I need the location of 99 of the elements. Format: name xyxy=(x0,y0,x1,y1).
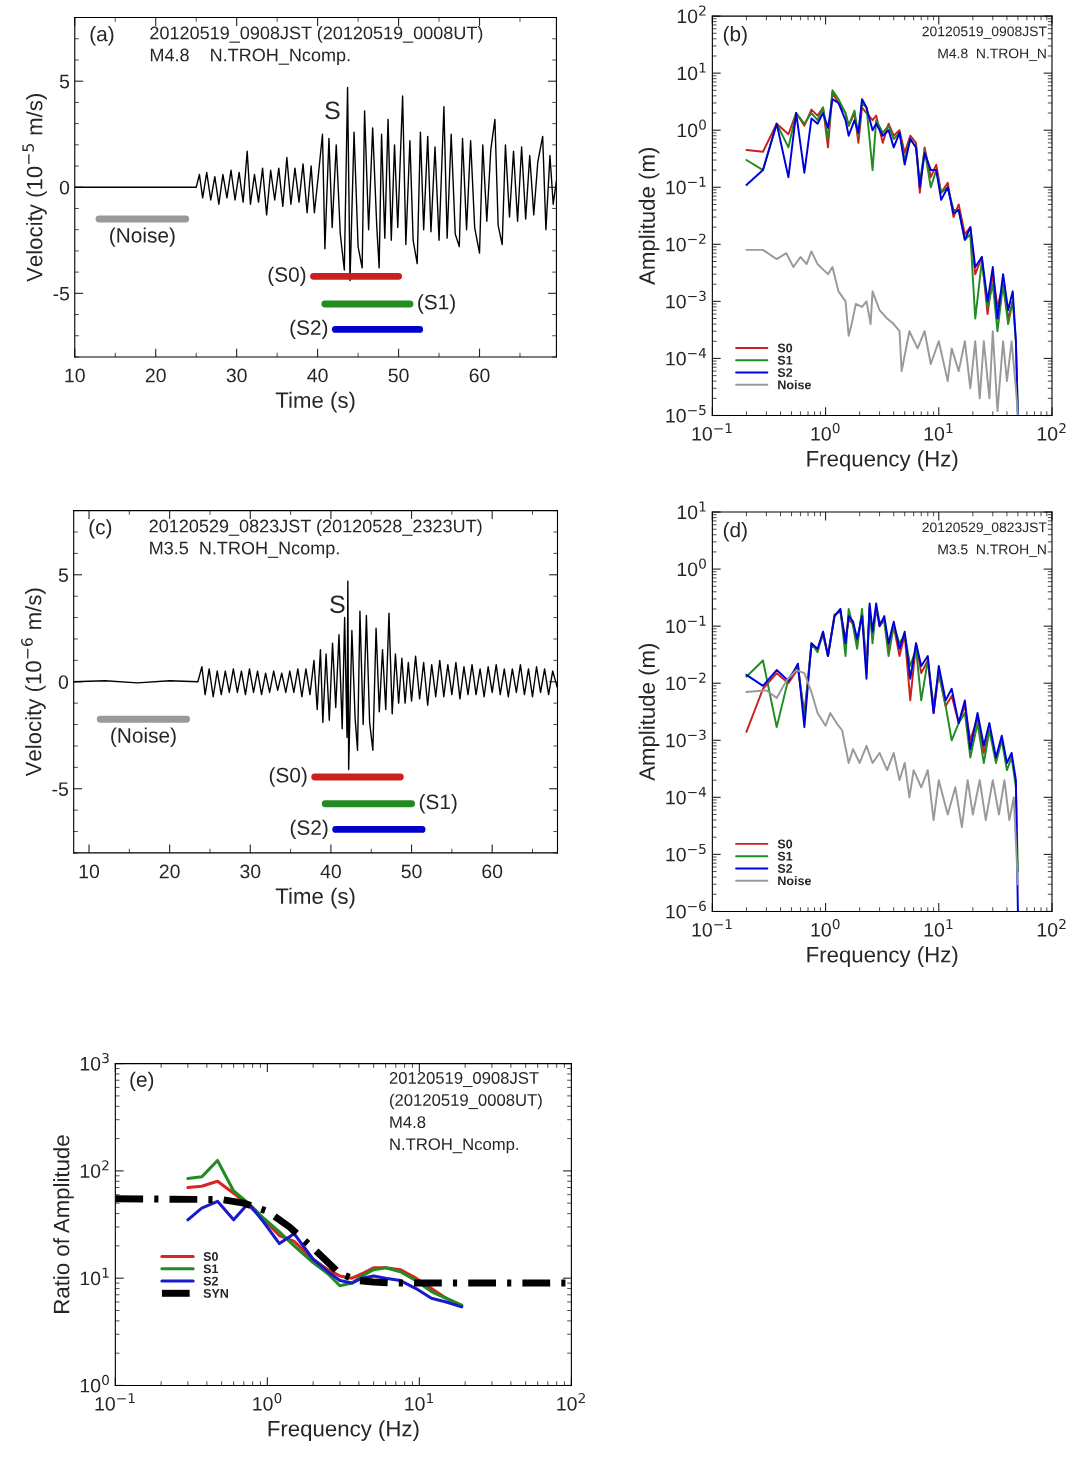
x-tick-label: 10$^{−1}$ xyxy=(692,919,732,937)
annotation: (20120519_0008UT) xyxy=(390,1093,542,1110)
y-tick-label: 10$^{−2}$ xyxy=(666,233,706,252)
x-tick-label: 60 xyxy=(469,368,490,383)
legend-label: S1 xyxy=(777,851,793,861)
x-tick-label: 10$^{1}$ xyxy=(405,1393,434,1411)
x-tick-label: 10$^{2}$ xyxy=(1037,423,1066,441)
y-tick-label: 10$^{3}$ xyxy=(80,1052,109,1071)
y-tick-label: 5 xyxy=(58,568,69,583)
annotation: S xyxy=(330,595,345,614)
series-label: (S2) xyxy=(290,819,328,840)
y-axis-title: Amplitude (m) xyxy=(638,148,660,285)
y-tick-label: 0 xyxy=(58,675,69,689)
y-axis-title: Ratio of Amplitude xyxy=(53,1135,74,1313)
x-tick-label: 10 xyxy=(79,864,100,879)
x-axis-title: Frequency (Hz) xyxy=(807,946,958,967)
series-label: (S0) xyxy=(268,266,306,287)
legend-label: S2 xyxy=(777,368,793,377)
y-tick-label: 10$^{2}$ xyxy=(80,1160,109,1178)
series-label: (Noise) xyxy=(110,227,175,247)
annotation: 20120529_0823JST xyxy=(922,522,1047,535)
annotation: N.TROH_Ncomp. xyxy=(390,1138,519,1154)
y-tick-label: 10$^{−4}$ xyxy=(666,786,707,805)
annotation: (d) xyxy=(723,522,747,542)
y-tick-label: -5 xyxy=(52,782,69,796)
y-tick-label: 10$^{−4}$ xyxy=(666,347,707,366)
legend-label: S1 xyxy=(777,355,793,365)
x-tick-label: 20 xyxy=(145,368,166,383)
annotation: M4.8 N.TROH_Ncomp. xyxy=(150,48,350,65)
x-tick-label: 30 xyxy=(240,864,261,879)
x-axis-title: Frequency (Hz) xyxy=(268,1420,419,1441)
y-tick-label: 10$^{1}$ xyxy=(677,62,706,81)
annotation: 20120529_0823JST (20120528_2323UT) xyxy=(149,519,482,536)
y-tick-label: 10$^{1}$ xyxy=(677,501,706,520)
annotation: M4.8 N.TROH_N xyxy=(938,48,1046,61)
annotation: M3.5 N.TROH_N xyxy=(938,544,1046,557)
x-tick-label: 10 xyxy=(65,368,85,383)
y-axis-title: Velocity (10$^{−6}$ m/s) xyxy=(21,588,46,777)
y-tick-label: 10$^{−5}$ xyxy=(666,405,706,423)
x-axis-title: Frequency (Hz) xyxy=(807,450,958,471)
y-axis-title: Amplitude (m) xyxy=(638,643,660,781)
x-tick-label: 20 xyxy=(159,864,180,879)
series-label: (S1) xyxy=(418,294,455,314)
x-axis-title: Time (s) xyxy=(275,887,355,909)
legend-label: S0 xyxy=(777,343,793,353)
series-label: (S0) xyxy=(269,767,307,787)
x-tick-label: 60 xyxy=(482,864,503,879)
y-tick-label: 10$^{0}$ xyxy=(80,1374,109,1393)
x-tick-label: 40 xyxy=(320,864,341,879)
x-tick-label: 10$^{2}$ xyxy=(557,1392,585,1411)
y-tick-label: -5 xyxy=(53,287,70,301)
legend-label: SYN xyxy=(203,1288,229,1298)
annotation: S xyxy=(325,101,340,120)
y-tick-label: 10$^{−5}$ xyxy=(666,843,706,862)
y-tick-label: 10$^{−3}$ xyxy=(666,290,706,309)
legend-label: S2 xyxy=(203,1276,218,1286)
annotation: M4.8 xyxy=(390,1116,426,1129)
x-tick-label: 50 xyxy=(388,368,409,383)
legend-label: S2 xyxy=(777,864,793,873)
y-tick-label: 10$^{−3}$ xyxy=(666,729,706,748)
legend-label: S0 xyxy=(777,839,793,849)
series-label: (Noise) xyxy=(111,727,176,747)
y-tick-label: 10$^{−1}$ xyxy=(666,615,706,634)
x-tick-label: 10$^{0}$ xyxy=(253,1392,282,1411)
annotation: M3.5 N.TROH_Ncomp. xyxy=(150,541,339,559)
legend-label: Noise xyxy=(778,876,811,886)
x-tick-label: 40 xyxy=(307,368,328,383)
y-tick-label: 5 xyxy=(59,74,70,89)
x-tick-label: 10$^{0}$ xyxy=(811,918,840,937)
annotation: (e) xyxy=(130,1071,154,1092)
legend-label: S0 xyxy=(203,1252,218,1261)
x-tick-label: 10$^{2}$ xyxy=(1037,918,1066,937)
annotation: 20120519_0908JST xyxy=(922,26,1047,39)
annotation: 20120519_0908JST (20120519_0008UT) xyxy=(150,26,483,43)
x-tick-label: 30 xyxy=(226,368,247,383)
annotation: (b) xyxy=(723,26,747,46)
x-tick-label: 10$^{−1}$ xyxy=(95,1393,135,1411)
y-tick-label: 10$^{2}$ xyxy=(677,5,706,24)
y-tick-label: 10$^{−2}$ xyxy=(666,672,706,691)
legend-label: Noise xyxy=(778,380,811,390)
annotation: 20120519_0908JST xyxy=(389,1072,539,1088)
x-tick-label: 10$^{1}$ xyxy=(924,919,953,937)
x-tick-label: 10$^{−1}$ xyxy=(692,423,732,441)
series-label: (S2) xyxy=(290,319,328,340)
x-tick-label: 10$^{1}$ xyxy=(924,423,953,441)
legend-label: S1 xyxy=(203,1264,219,1274)
y-tick-label: 10$^{−6}$ xyxy=(666,900,706,919)
annotation: (c) xyxy=(89,519,112,539)
y-tick-label: 0 xyxy=(59,180,70,195)
annotation: (a) xyxy=(90,26,114,46)
x-tick-label: 50 xyxy=(401,864,422,879)
x-axis-title: Time (s) xyxy=(275,391,355,413)
series-label: (S1) xyxy=(419,794,457,814)
y-tick-label: 10$^{−1}$ xyxy=(666,176,706,195)
y-tick-label: 10$^{0}$ xyxy=(677,558,706,577)
y-axis-title: Velocity (10$^{−5}$ m/s) xyxy=(22,94,47,282)
y-tick-label: 10$^{0}$ xyxy=(677,119,706,138)
y-tick-label: 10$^{1}$ xyxy=(80,1267,109,1286)
x-tick-label: 10$^{0}$ xyxy=(811,423,840,441)
